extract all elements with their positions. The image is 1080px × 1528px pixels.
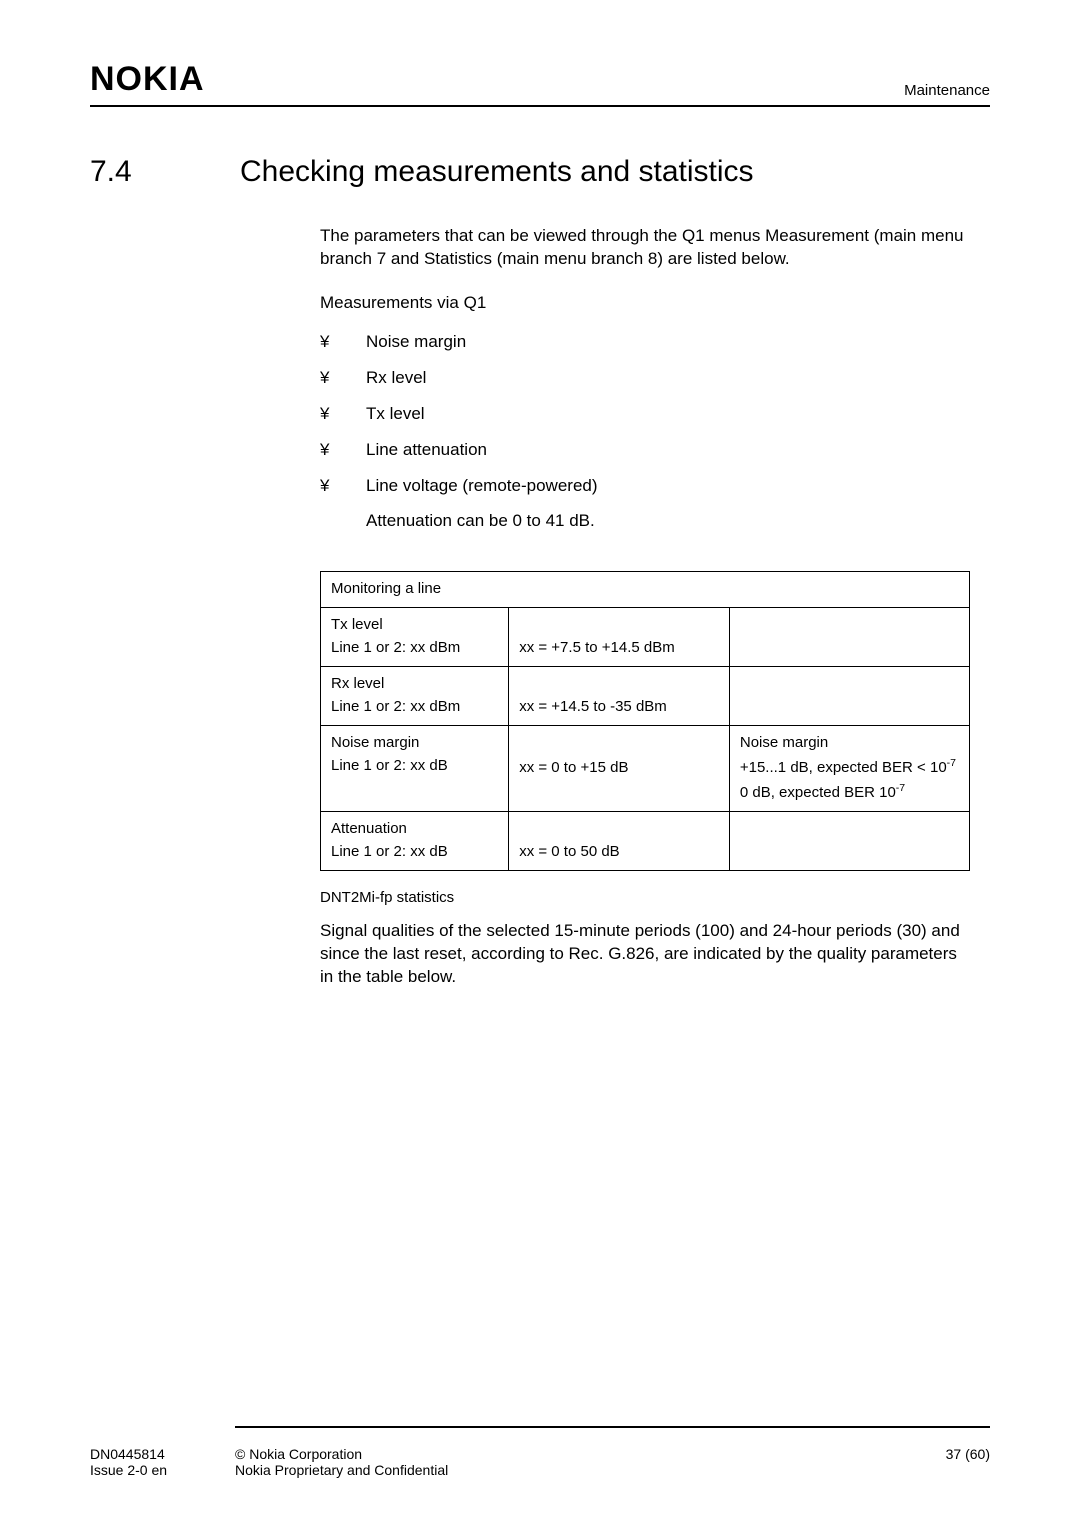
cell-text: 0 dB, expected BER 10-7 xyxy=(740,782,959,801)
list-item: ¥Noise margin xyxy=(320,331,970,353)
table-row: Attenuation Line 1 or 2: xx dB xx = 0 to… xyxy=(321,812,970,871)
issue-number: Issue 2-0 en xyxy=(90,1462,235,1478)
table-cell: Rx level Line 1 or 2: xx dBm xyxy=(321,667,509,726)
table-cell: Attenuation Line 1 or 2: xx dB xyxy=(321,812,509,871)
table-cell xyxy=(729,667,969,726)
page-footer: DN0445814 Issue 2-0 en © Nokia Corporati… xyxy=(90,1446,990,1478)
bullet-icon: ¥ xyxy=(320,439,366,461)
measurements-subhead: Measurements via Q1 xyxy=(320,293,970,313)
header-rule xyxy=(90,105,990,107)
list-item: ¥Line voltage (remote-powered) xyxy=(320,475,970,497)
section-number: 7.4 xyxy=(90,155,240,189)
table-row: Rx level Line 1 or 2: xx dBm xx = +14.5 … xyxy=(321,667,970,726)
footer-rule xyxy=(235,1426,990,1428)
monitoring-table: Monitoring a line Tx level Line 1 or 2: … xyxy=(320,571,970,871)
cell-text: Line 1 or 2: xx dB xyxy=(331,843,498,860)
bullet-list: ¥Noise margin ¥Rx level ¥Tx level ¥Line … xyxy=(320,331,970,497)
list-item: ¥Tx level xyxy=(320,403,970,425)
cell-text: +15...1 dB, expected BER < 10-7 xyxy=(740,757,959,776)
cell-text: Line 1 or 2: xx dB xyxy=(331,757,498,774)
section-heading: 7.4 Checking measurements and statistics xyxy=(90,155,990,189)
bullet-icon: ¥ xyxy=(320,475,366,497)
bullet-icon: ¥ xyxy=(320,367,366,389)
nokia-logo: NOKIA xyxy=(90,60,205,99)
table-cell: xx = 0 to 50 dB xyxy=(509,812,730,871)
cell-text: xx = +7.5 to +14.5 dBm xyxy=(519,639,719,656)
cell-text: Rx level xyxy=(331,675,498,692)
table-cell: xx = +14.5 to -35 dBm xyxy=(509,667,730,726)
bullet-text: Rx level xyxy=(366,367,426,389)
list-item: ¥Line attenuation xyxy=(320,439,970,461)
stats-paragraph: Signal qualities of the selected 15-minu… xyxy=(320,920,970,989)
cell-text: Line 1 or 2: xx dBm xyxy=(331,639,498,656)
cell-text: Attenuation xyxy=(331,820,498,837)
table-cell: xx = 0 to +15 dB xyxy=(509,726,730,812)
table-cell xyxy=(729,608,969,667)
bullet-icon: ¥ xyxy=(320,331,366,353)
confidential-note: Nokia Proprietary and Confidential xyxy=(235,1462,946,1478)
body-content: The parameters that can be viewed throug… xyxy=(320,225,970,989)
table-cell: Noise margin +15...1 dB, expected BER < … xyxy=(729,726,969,812)
table-cell: Tx level Line 1 or 2: xx dBm xyxy=(321,608,509,667)
table-row: Tx level Line 1 or 2: xx dBm xx = +7.5 t… xyxy=(321,608,970,667)
header-section-label: Maintenance xyxy=(904,82,990,99)
bullet-text: Noise margin xyxy=(366,331,466,353)
footer-center: © Nokia Corporation Nokia Proprietary an… xyxy=(235,1446,946,1478)
table-cell: xx = +7.5 to +14.5 dBm xyxy=(509,608,730,667)
bullet-text: Line attenuation xyxy=(366,439,487,461)
list-item: ¥Rx level xyxy=(320,367,970,389)
section-title: Checking measurements and statistics xyxy=(240,155,754,189)
cell-text: Noise margin xyxy=(331,734,498,751)
copyright: © Nokia Corporation xyxy=(235,1446,946,1462)
cell-text: xx = 0 to 50 dB xyxy=(519,843,719,860)
stats-subhead: DNT2Mi-fp statistics xyxy=(320,889,970,906)
footer-right: 37 (60) xyxy=(946,1446,990,1478)
cell-text: Line 1 or 2: xx dBm xyxy=(331,698,498,715)
bullet-icon: ¥ xyxy=(320,403,366,425)
table-cell: Noise margin Line 1 or 2: xx dB xyxy=(321,726,509,812)
footer-left: DN0445814 Issue 2-0 en xyxy=(90,1446,235,1478)
page-header: NOKIA Maintenance xyxy=(90,60,990,99)
attenuation-note: Attenuation can be 0 to 41 dB. xyxy=(366,511,970,531)
cell-text: xx = 0 to +15 dB xyxy=(519,759,719,776)
page-number: 37 (60) xyxy=(946,1446,990,1462)
table-caption: Monitoring a line xyxy=(321,572,970,608)
cell-text: xx = +14.5 to -35 dBm xyxy=(519,698,719,715)
bullet-text: Line voltage (remote-powered) xyxy=(366,475,598,497)
table-row: Noise margin Line 1 or 2: xx dB xx = 0 t… xyxy=(321,726,970,812)
cell-text: Tx level xyxy=(331,616,498,633)
cell-text: Noise margin xyxy=(740,734,959,751)
bullet-text: Tx level xyxy=(366,403,425,425)
intro-paragraph: The parameters that can be viewed throug… xyxy=(320,225,970,271)
table-cell xyxy=(729,812,969,871)
doc-number: DN0445814 xyxy=(90,1446,235,1462)
